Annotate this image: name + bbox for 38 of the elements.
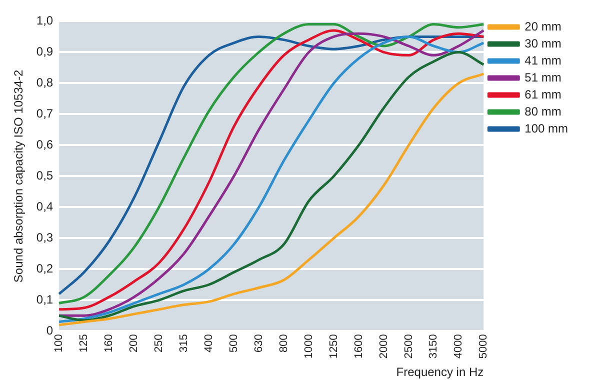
x-tick-label: 400	[202, 334, 215, 352]
y-tick-label: 0,4	[36, 199, 54, 214]
x-tick-label: 2500	[402, 334, 415, 359]
x-tick-label: 1000	[302, 334, 315, 359]
legend-label: 51 mm	[524, 70, 562, 84]
x-tick-label: 250	[153, 334, 166, 352]
y-tick-label: 0,6	[36, 137, 54, 152]
x-tick-label: 3150	[428, 334, 440, 359]
y-tick-label: 0,3	[36, 230, 54, 244]
y-tick-label: 0,2	[36, 261, 54, 276]
x-tick-label: 800	[278, 334, 290, 352]
x-axis-title: Frequency in Hz	[396, 365, 484, 380]
x-tick-label: 1600	[352, 334, 365, 359]
x-tick-label: 125	[78, 334, 90, 352]
y-tick-label: 0,8	[36, 76, 54, 90]
legend-label: 20 mm	[524, 19, 562, 34]
x-tick-label: 4000	[452, 334, 465, 359]
legend-label: 41 mm	[524, 53, 562, 68]
y-tick-label: 0,9	[36, 44, 54, 59]
x-tick-label: 2000	[378, 334, 390, 359]
y-tick-label: 0	[46, 323, 54, 338]
x-tick-label: 200	[128, 334, 140, 352]
x-tick-label: 100	[53, 334, 66, 352]
x-tick-label: 160	[103, 334, 116, 352]
x-tick-label: 315	[178, 334, 190, 352]
legend-label: 30 mm	[524, 36, 562, 50]
y-axis-title: Sound absorption capacity ISO 10534-2	[12, 69, 26, 283]
y-tick-label: 0,7	[36, 106, 54, 120]
x-tick-label: 500	[228, 334, 240, 352]
y-tick-label: 0,1	[36, 292, 54, 306]
x-tick-label: 1250	[328, 334, 340, 359]
legend-label: 80 mm	[524, 104, 562, 118]
x-tick-label: 630	[252, 334, 265, 352]
legend-label: 100 mm	[524, 121, 568, 136]
y-tick-label: 1,0	[36, 14, 54, 28]
y-tick-label: 0,5	[36, 168, 54, 182]
x-tick-label: 5000	[478, 334, 490, 359]
legend-label: 61 mm	[524, 87, 562, 102]
